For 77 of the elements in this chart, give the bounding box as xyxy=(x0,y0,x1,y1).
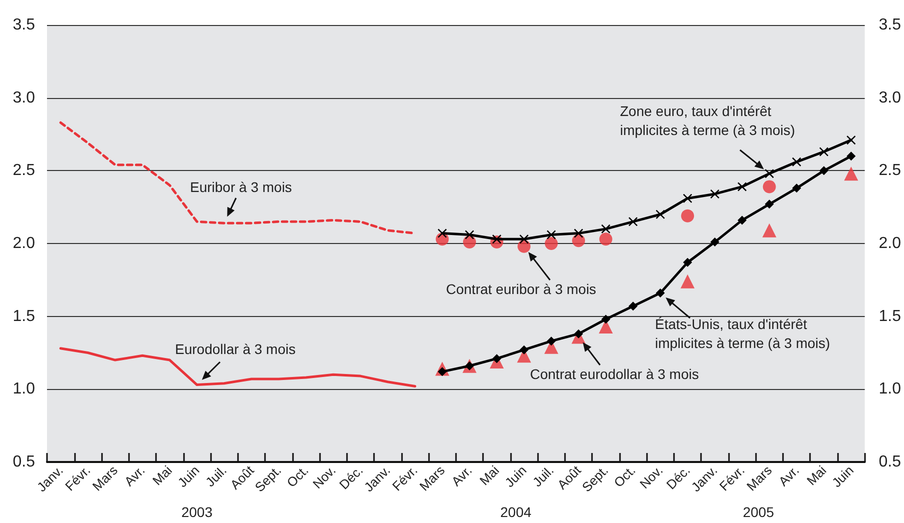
point xyxy=(465,230,474,240)
point xyxy=(683,194,692,203)
point xyxy=(710,238,720,247)
point xyxy=(574,228,584,238)
x-tick-label: Juin xyxy=(174,462,202,490)
point xyxy=(520,234,529,244)
point xyxy=(762,180,776,194)
point xyxy=(681,209,694,222)
series-label: Eurodollar à 3 mois xyxy=(175,340,297,359)
point xyxy=(680,274,695,288)
y-tick-label: 2.0 xyxy=(12,235,36,252)
y-tick-label: 0.5 xyxy=(12,454,36,470)
point xyxy=(628,217,638,226)
x-tick-label: Déc. xyxy=(663,462,693,492)
x-tick-label: Nov. xyxy=(310,462,339,492)
x-tick-label: Nov. xyxy=(636,462,666,492)
series-label: Euribor à 3 mois xyxy=(190,178,293,197)
point xyxy=(520,345,529,354)
point xyxy=(628,302,638,311)
point xyxy=(546,336,556,346)
point xyxy=(738,182,747,192)
y2-tick-label: 3.0 xyxy=(878,89,902,106)
point xyxy=(518,240,531,253)
x-tick-label: Déc. xyxy=(336,462,366,492)
x-tick-label: Mai xyxy=(150,462,176,488)
point xyxy=(544,237,558,250)
x-tick-label: Juin xyxy=(828,462,856,490)
series-label: Zone euro, taux d'intérêt implicites à terme (à 3 mois) xyxy=(620,102,796,140)
x-tick-label: Avr. xyxy=(121,462,148,489)
text: Contrat euribor à 3 mois xyxy=(446,280,598,299)
y-tick-label: 3.0 xyxy=(12,89,36,106)
x-tick-label: Oct. xyxy=(610,462,638,490)
point xyxy=(764,169,774,178)
x-tick-label: Avr. xyxy=(776,462,802,489)
point xyxy=(601,314,610,324)
text: 2005 xyxy=(742,503,776,522)
y2-tick-label: 3.5 xyxy=(878,16,902,34)
series-label: États-Unis, taux d'intérêt implicites à terme (à 3 mois) xyxy=(655,315,832,353)
y-tick-label: 1.0 xyxy=(12,380,36,398)
y2-tick-label: 1.0 xyxy=(878,380,902,398)
y2-tick-label: 2.5 xyxy=(878,162,902,180)
x-tick-label: Juil. xyxy=(202,462,230,490)
x-tick-label: Mai xyxy=(476,462,502,488)
point xyxy=(656,210,665,219)
y2-tick-label: 1.5 xyxy=(878,308,902,325)
series-label: Contrat eurodollar à 3 mois xyxy=(530,365,700,384)
point xyxy=(599,232,612,246)
x-tick-label: Avr. xyxy=(448,462,475,489)
point xyxy=(574,329,584,338)
y-tick-label: 3.5 xyxy=(12,16,36,34)
point xyxy=(819,147,828,156)
point xyxy=(710,189,720,198)
text: 2004 xyxy=(499,503,532,522)
point xyxy=(738,216,747,225)
y2-tick-label: 2.0 xyxy=(878,235,902,252)
point xyxy=(819,166,828,176)
text: 2003 xyxy=(180,503,214,522)
point xyxy=(656,288,665,298)
point xyxy=(846,136,856,145)
x-tick-label: Juil. xyxy=(530,462,557,490)
point xyxy=(492,354,502,364)
point xyxy=(844,166,858,181)
point xyxy=(792,184,802,193)
x-tick-label: Mai xyxy=(804,462,830,488)
point xyxy=(683,258,692,267)
point xyxy=(846,152,856,161)
y-tick-label: 2.5 xyxy=(12,162,36,180)
y-tick-label: 1.5 xyxy=(12,308,36,325)
point xyxy=(764,200,774,209)
point xyxy=(601,224,610,234)
x-tick-label: Oct. xyxy=(284,462,312,490)
point xyxy=(572,234,586,248)
point xyxy=(463,236,476,249)
y2-tick-label: 0.5 xyxy=(878,454,902,470)
x-tick-label: Juin xyxy=(502,462,530,490)
point xyxy=(762,223,776,238)
point xyxy=(792,157,802,166)
